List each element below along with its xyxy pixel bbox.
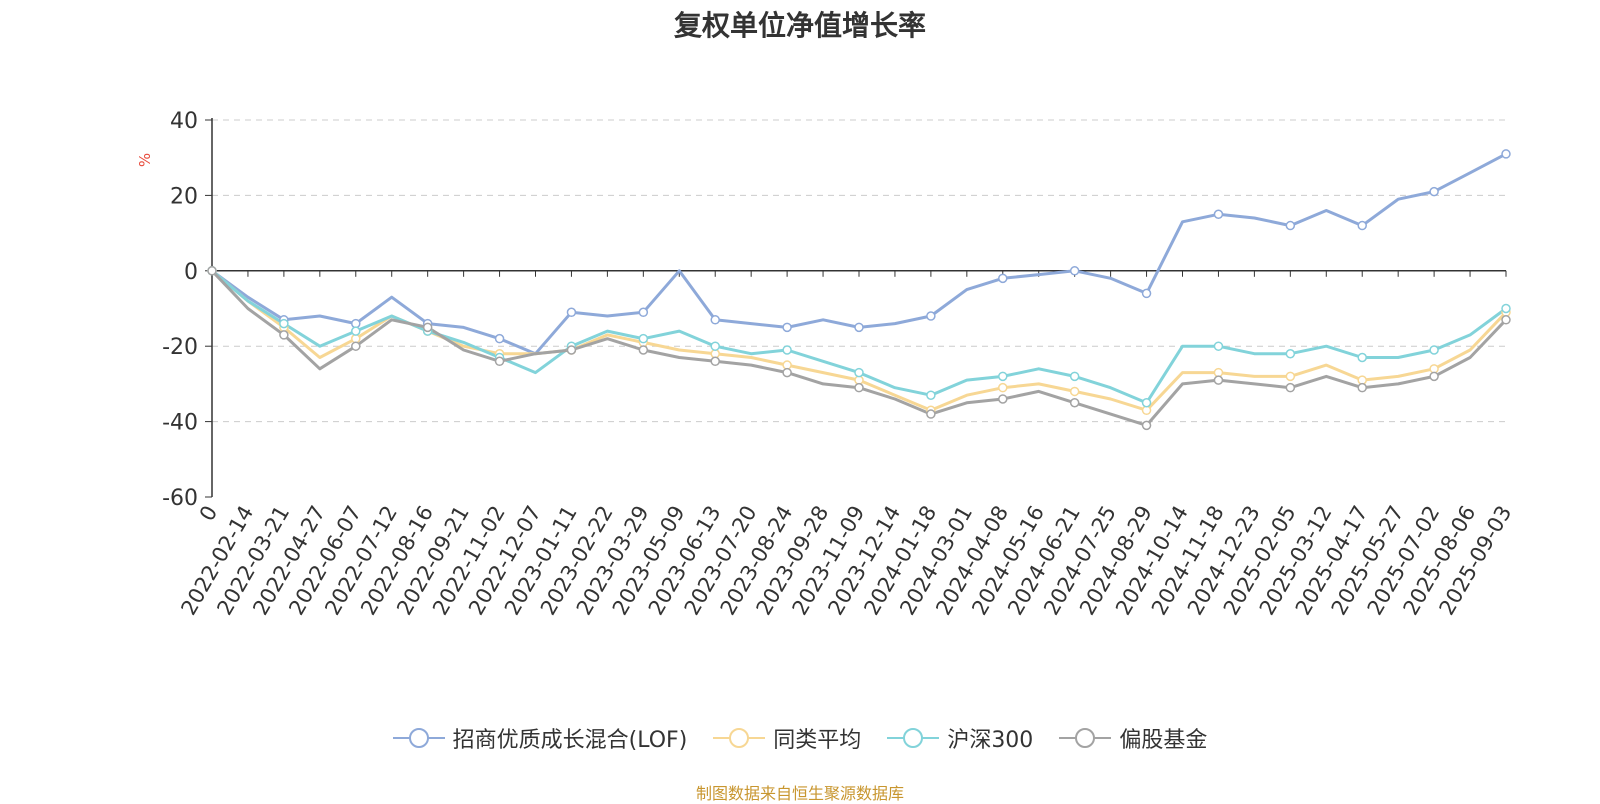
data-point [351, 341, 361, 351]
data-point [1357, 352, 1367, 363]
data-point [926, 311, 936, 321]
data-point [1213, 375, 1224, 385]
data-point [1429, 345, 1439, 355]
series-markers [207, 149, 1511, 431]
data-point [1285, 371, 1296, 382]
y-tick-label: 40 [170, 109, 198, 134]
data-point [1069, 371, 1080, 382]
data-point [854, 322, 864, 333]
data-point [710, 341, 720, 351]
data-point [782, 367, 792, 378]
legend-label: 沪深300 [947, 728, 1034, 753]
y-tick-label: -60 [162, 486, 198, 511]
y-tick-label: 20 [170, 184, 198, 209]
y-tick-label: -20 [162, 335, 198, 360]
data-point [1213, 209, 1224, 219]
data-point [1069, 386, 1080, 397]
source-note: 制图数据来自恒生聚源数据库 [695, 784, 904, 803]
legend-marker [392, 728, 445, 748]
data-point [710, 315, 720, 325]
legend-marker [1059, 728, 1112, 748]
data-point [854, 382, 864, 393]
data-point [1213, 341, 1224, 351]
data-point [1069, 266, 1080, 276]
data-point [566, 307, 577, 318]
data-point [782, 345, 792, 355]
y-tick-label: 0 [184, 260, 198, 285]
x-tick-label: 0 [195, 502, 222, 526]
legend-item-0[interactable]: 招商优质成长混合(LOF) [392, 722, 688, 754]
data-point [926, 390, 936, 400]
data-point [422, 322, 433, 333]
data-point [998, 273, 1008, 284]
data-point [1429, 371, 1439, 382]
legend-label: 同类平均 [773, 728, 862, 753]
data-point [279, 318, 289, 329]
data-point [494, 356, 505, 367]
data-point [1285, 348, 1296, 359]
data-point [1357, 220, 1367, 231]
line-chart: 40200-20-40-6002022-02-142022-03-212022-… [136, 109, 1516, 619]
legend-item-1[interactable]: 同类平均 [713, 722, 861, 754]
data-point [926, 409, 936, 419]
legend: 招商优质成长混合(LOF) 同类平均 沪深300 偏股基金 [0, 722, 1600, 754]
data-point [1501, 303, 1511, 314]
legend-item-3[interactable]: 偏股基金 [1059, 722, 1207, 754]
data-point [638, 333, 649, 344]
data-point [351, 326, 361, 336]
data-point [1357, 382, 1367, 393]
data-point [1141, 398, 1152, 408]
data-point [1501, 149, 1511, 159]
data-point [566, 345, 577, 355]
data-point [854, 367, 864, 378]
y-axis-unit: % [136, 153, 154, 167]
data-point [998, 382, 1008, 393]
data-point [1141, 420, 1152, 431]
data-point [998, 394, 1008, 404]
data-point [782, 322, 792, 333]
data-point [638, 345, 649, 355]
data-point [1285, 382, 1296, 393]
data-point [207, 266, 217, 276]
data-point [1501, 315, 1511, 325]
legend-item-2[interactable]: 沪深300 [887, 722, 1033, 754]
chart-title: 复权单位净值增长率 [673, 9, 926, 42]
data-point [710, 356, 720, 367]
axes: 40200-20-40-6002022-02-142022-03-212022-… [162, 109, 1516, 619]
data-point [494, 333, 505, 344]
data-point [279, 330, 289, 340]
data-point [1069, 398, 1080, 408]
legend-marker [887, 728, 940, 748]
data-point [1141, 288, 1152, 299]
legend-label: 偏股基金 [1119, 728, 1208, 753]
data-point [1285, 220, 1296, 231]
legend-marker [713, 728, 766, 748]
data-point [998, 371, 1008, 382]
data-point [638, 307, 649, 318]
legend-label: 招商优质成长混合(LOF) [452, 728, 688, 753]
y-tick-label: -40 [162, 411, 198, 436]
data-point [1429, 186, 1439, 197]
